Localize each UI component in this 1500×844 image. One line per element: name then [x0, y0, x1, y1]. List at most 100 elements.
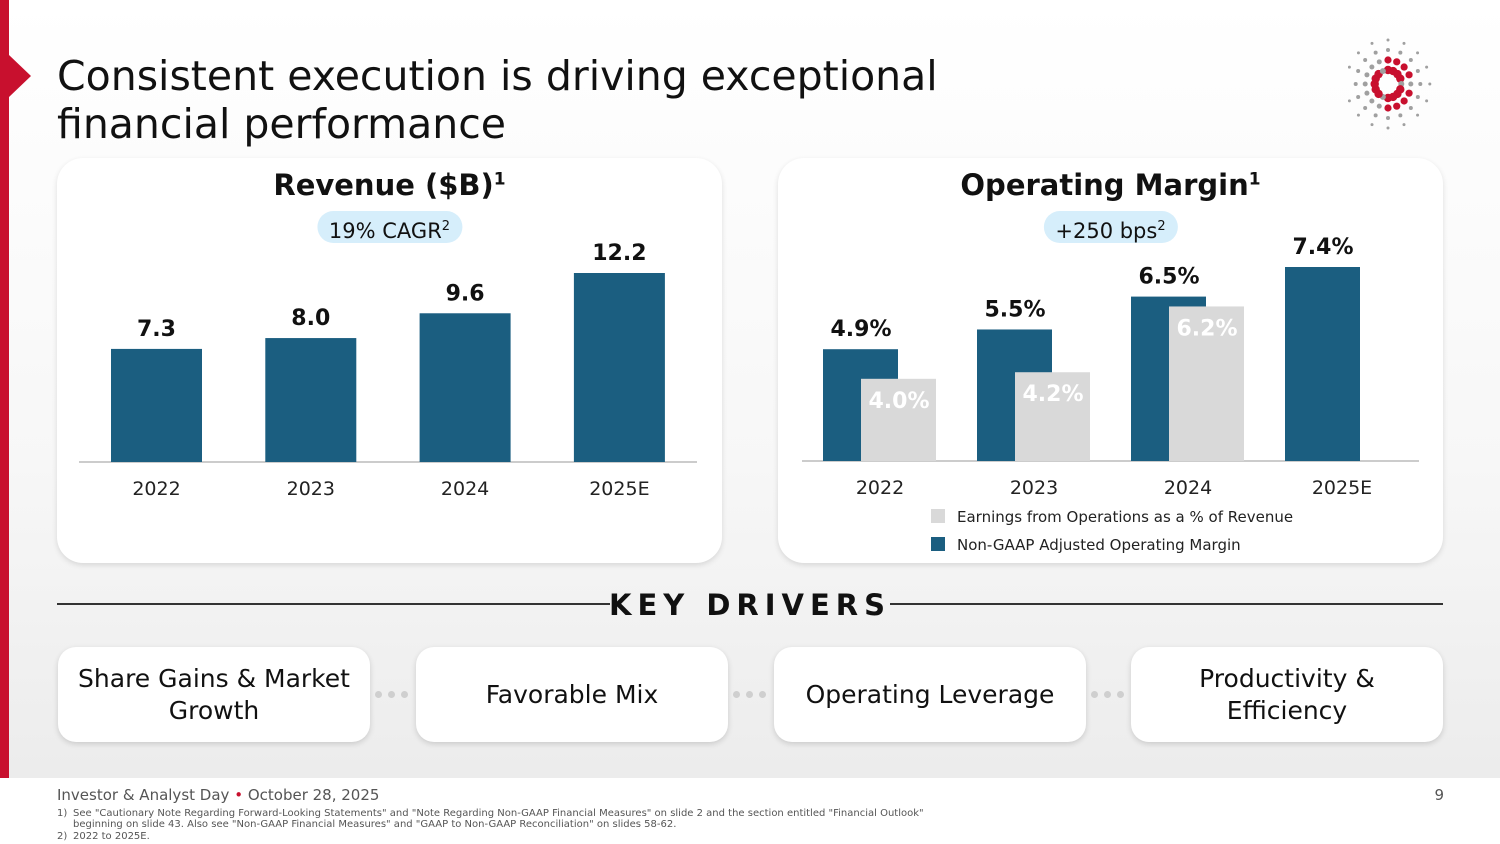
- logo-dot: [1363, 57, 1368, 62]
- footnote-ref: 2: [441, 219, 451, 234]
- data-label: 5.5%: [984, 297, 1045, 322]
- revenue-chart: 7.3 2022 8.0 2023 9.6 2024 12.2 2025E: [79, 241, 697, 500]
- footnote-text: 2022 to 2025E.: [73, 831, 150, 842]
- logo-dot: [1370, 41, 1374, 45]
- data-label: 8.0: [291, 306, 330, 331]
- footnote-2: 2) 2022 to 2025E.: [57, 831, 150, 842]
- revenue-bar: [111, 348, 202, 462]
- non-gaap-bar: [1285, 267, 1360, 461]
- legend-label: Non-GAAP Adjusted Operating Margin: [957, 536, 1241, 554]
- bullet: •: [234, 786, 244, 804]
- data-label: 6.2%: [1176, 316, 1237, 341]
- x-tick-label: 2022: [856, 477, 904, 499]
- footnote-ref: 1: [493, 169, 506, 190]
- footnote-text: See "Cautionary Note Regarding Forward-L…: [73, 808, 924, 819]
- logo-dot: [1400, 97, 1408, 105]
- logo-dot: [1386, 38, 1390, 42]
- gaap-bar: [1015, 372, 1090, 461]
- legend-swatch: [931, 537, 945, 551]
- logo-dot: [1408, 81, 1414, 87]
- revenue-bar: [573, 273, 665, 462]
- data-label: 7.3: [137, 317, 176, 342]
- chart-title-text: Operating Margin: [960, 168, 1249, 202]
- divider: [57, 603, 610, 605]
- data-label: 7.4%: [1292, 235, 1353, 260]
- badge-text: +250 bps: [1055, 219, 1158, 243]
- logo-dot: [1393, 102, 1401, 110]
- logo-dot: [1356, 51, 1360, 55]
- logo-dot: [1364, 90, 1370, 96]
- gaap-bar: [861, 378, 936, 461]
- event-date: October 28, 2025: [247, 786, 380, 804]
- logo-dot: [1425, 99, 1429, 103]
- logo-dot: [1373, 50, 1378, 55]
- logo-dot: [1408, 57, 1413, 62]
- footnote-ref: 1: [1248, 169, 1261, 190]
- logo-dot: [1356, 68, 1361, 73]
- footnote-num: 2): [57, 831, 68, 842]
- logo-dot: [1356, 113, 1360, 117]
- logo-dot: [1376, 103, 1382, 109]
- revenue-bar: [265, 338, 357, 462]
- badge-text: 19% CAGR: [328, 219, 442, 243]
- logo-dot: [1386, 116, 1390, 120]
- chart-title: Operating Margin1: [778, 168, 1443, 202]
- data-label: 4.0%: [868, 389, 929, 414]
- company-logo: [1348, 38, 1432, 130]
- x-tick-label: 2025E: [589, 478, 649, 500]
- title-line: Consistent execution is driving exceptio…: [57, 52, 938, 100]
- logo-dot: [1362, 81, 1368, 87]
- logo-dot: [1405, 89, 1413, 97]
- page-number: 9: [1434, 786, 1444, 804]
- logo-dot: [1370, 123, 1374, 127]
- logo-dot: [1405, 71, 1413, 79]
- revenue-card: Revenue ($B)1 19% CAGR2 7.3 2022 8.0 2023 9.…: [57, 158, 722, 563]
- connector-dots: [375, 691, 414, 698]
- data-label: 4.9%: [830, 317, 891, 342]
- driver-box: Productivity & Efficiency: [1131, 647, 1443, 742]
- legend-label: Earnings from Operations as a % of Reven…: [957, 508, 1293, 526]
- logo-dot: [1386, 126, 1390, 130]
- logo-dot: [1353, 82, 1358, 86]
- gaap-bar: [1169, 306, 1244, 461]
- logo-dot: [1379, 68, 1386, 75]
- logo-dot: [1425, 65, 1429, 69]
- divider: [890, 603, 1443, 605]
- bps-badge: +250 bps2: [1043, 211, 1178, 243]
- footnote-text: beginning on slide 43. Also see "Non-GAA…: [73, 819, 677, 830]
- revenue-bar: [419, 313, 511, 462]
- x-tick-label: 2024: [1164, 477, 1212, 499]
- event-name: Investor & Analyst Day: [57, 786, 230, 804]
- logo-dot: [1384, 104, 1392, 112]
- x-tick-label: 2024: [441, 478, 489, 500]
- accent-bar: [0, 0, 9, 844]
- logo-dot: [1415, 95, 1420, 100]
- footer: [0, 778, 1500, 844]
- logo-dot: [1402, 41, 1406, 45]
- logo-dot: [1408, 106, 1413, 111]
- data-label: 4.2%: [1022, 382, 1083, 407]
- logo-dot: [1369, 98, 1375, 104]
- logo-dot: [1373, 113, 1378, 118]
- legend-swatch: [931, 509, 945, 523]
- logo-dot: [1418, 82, 1423, 86]
- logo-dot: [1393, 58, 1401, 66]
- footer-event: Investor & Analyst Day • October 28, 202…: [57, 786, 379, 804]
- logo-dot: [1396, 74, 1405, 83]
- connector-dots: [1091, 691, 1130, 698]
- operating-margin-chart: 4.9% 4.0% 2022 5.5% 4.2% 2023 6.5% 6.2% 2024 7.4%…: [802, 235, 1419, 554]
- chart-title-text: Revenue ($B): [273, 168, 494, 202]
- x-tick-label: 2023: [287, 478, 335, 500]
- chart-title: Revenue ($B)1: [57, 168, 722, 202]
- footnote-1: 1) See "Cautionary Note Regarding Forward…: [57, 808, 924, 830]
- logo-dot: [1384, 56, 1392, 64]
- logo-dot: [1398, 113, 1403, 118]
- driver-box: Share Gains & Market Growth: [58, 647, 370, 742]
- footnote-ref: 2: [1157, 219, 1166, 234]
- data-label: 9.6: [446, 281, 485, 306]
- logo-dot: [1416, 51, 1420, 55]
- logo-dot: [1376, 59, 1382, 65]
- cagr-badge: 19% CAGR2: [316, 211, 463, 243]
- footnote-num: 1): [57, 808, 68, 819]
- logo-dot: [1415, 68, 1420, 73]
